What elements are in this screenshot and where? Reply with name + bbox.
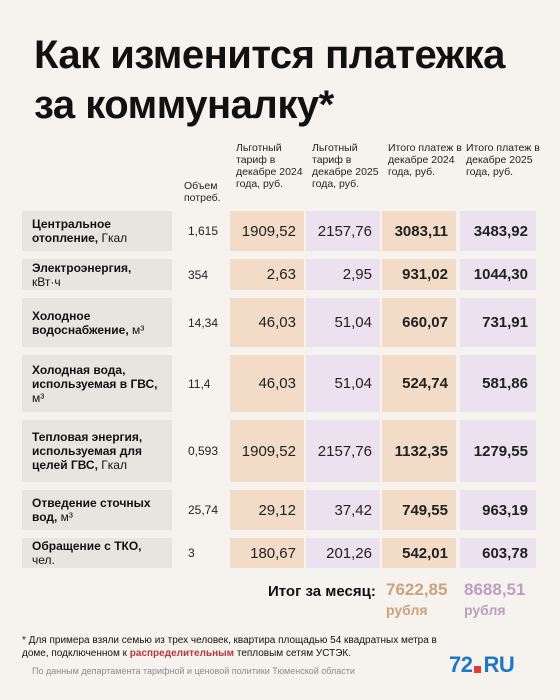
total-2024-unit: рубля bbox=[386, 602, 428, 618]
row-label: Холодная вода, используемая в ГВС, м³ bbox=[22, 355, 172, 412]
cell-p25: 581,86 bbox=[460, 355, 536, 412]
total-label: Итог за месяц: bbox=[268, 583, 376, 600]
footnote-text: * Для примера взяли семью из трех челове… bbox=[22, 635, 437, 659]
row-label-text: Центральное отопление, bbox=[32, 217, 111, 245]
row-unit: Гкал bbox=[98, 231, 128, 245]
row-unit: м³ bbox=[57, 510, 73, 524]
site-logo[interactable]: 72 RU bbox=[449, 652, 515, 678]
cell-p24: 931,02 bbox=[382, 259, 456, 290]
cell-t25: 201,26 bbox=[306, 538, 380, 568]
row-unit: кВт·ч bbox=[32, 274, 61, 289]
row-label-text: Холодная вода, используемая в ГВС, bbox=[32, 362, 158, 391]
row-label: Холодное водоснабжение, м³ bbox=[22, 298, 172, 347]
header-tariff-2025: Льготный тариф в декабре 2025 года, руб. bbox=[312, 142, 379, 190]
row-label: Тепловая энергия, используемая для целей… bbox=[22, 420, 172, 482]
row-label-text: Обращение с ТКО, bbox=[32, 539, 142, 553]
cell-p25: 3483,92 bbox=[460, 211, 536, 251]
cell-t25: 2,95 bbox=[306, 259, 380, 290]
cell-volume: 1,615 bbox=[188, 224, 219, 238]
total-2025-value: 8688,51 bbox=[464, 580, 526, 599]
cell-t24: 180,67 bbox=[230, 538, 304, 568]
cell-volume: 354 bbox=[188, 267, 209, 282]
row-label: Обращение с ТКО, чел. bbox=[22, 538, 172, 568]
logo-number: 72 bbox=[449, 652, 473, 677]
cell-t25: 2157,76 bbox=[306, 211, 380, 251]
cell-p24: 3083,11 bbox=[382, 211, 456, 251]
row-label: Отведение сточных вод, м³ bbox=[22, 490, 172, 530]
cell-p25: 1279,55 bbox=[460, 420, 536, 482]
total-2025-unit: рубля bbox=[464, 602, 506, 618]
cell-volume: 25,74 bbox=[188, 503, 219, 517]
header-total-2024: Итого платеж в декабре 2024 года, руб. bbox=[388, 142, 462, 178]
cell-p24: 1132,35 bbox=[382, 420, 456, 482]
cell-t24: 46,03 bbox=[230, 298, 304, 347]
cell-p25: 963,19 bbox=[460, 490, 536, 530]
cell-p25: 603,78 bbox=[460, 538, 536, 568]
cell-p24: 660,07 bbox=[382, 298, 456, 347]
cell-p25: 1044,30 bbox=[460, 259, 536, 290]
cell-volume: 3 bbox=[188, 546, 195, 560]
cell-p24: 749,55 bbox=[382, 490, 456, 530]
row-label-text: Отведение сточных вод, bbox=[32, 496, 151, 524]
cell-p25: 731,91 bbox=[460, 298, 536, 347]
cell-t24: 46,03 bbox=[230, 355, 304, 412]
page-title: Как изменится платежка за коммуналку* bbox=[34, 33, 505, 127]
row-unit: м³ bbox=[32, 390, 45, 405]
header-total-2025: Итого платеж в декабре 2025 года, руб. bbox=[466, 142, 540, 178]
cell-t25: 51,04 bbox=[306, 298, 380, 347]
cell-t24: 29,12 bbox=[230, 490, 304, 530]
row-unit: м³ bbox=[128, 322, 145, 337]
logo-dot-icon bbox=[474, 665, 482, 673]
row-unit: Гкал bbox=[97, 458, 127, 472]
cell-volume: 11,4 bbox=[188, 376, 211, 391]
row-unit: чел. bbox=[32, 553, 55, 567]
cell-p24: 542,01 bbox=[382, 538, 456, 568]
cell-t24: 1909,52 bbox=[230, 211, 304, 251]
cell-volume: 0,593 bbox=[188, 444, 219, 458]
cell-t24: 2,63 bbox=[230, 259, 304, 290]
total-2024-value: 7622,85 bbox=[386, 580, 448, 599]
logo-ru: RU bbox=[483, 652, 515, 677]
row-label-text: Электроэнергия, bbox=[32, 260, 132, 275]
header-tariff-2024: Льготный тариф в декабре 2024 года, руб. bbox=[236, 142, 303, 190]
footnote-end: тепловым сетям УСТЭК. bbox=[234, 648, 351, 659]
footnote-highlight: распределительным bbox=[129, 648, 235, 659]
cell-t25: 2157,76 bbox=[306, 420, 380, 482]
row-label: Электроэнергия, кВт·ч bbox=[22, 259, 172, 290]
cell-t25: 37,42 bbox=[306, 490, 380, 530]
cell-p24: 524,74 bbox=[382, 355, 456, 412]
cell-t25: 51,04 bbox=[306, 355, 380, 412]
row-label-text: Холодное водоснабжение, bbox=[32, 308, 129, 337]
row-label-text: Тепловая энергия, используемая для целей… bbox=[32, 430, 143, 472]
source-note: По данным департамента тарифной и ценово… bbox=[32, 666, 355, 676]
footnote: * Для примера взяли семью из трех челове… bbox=[22, 634, 442, 660]
cell-t24: 1909,52 bbox=[230, 420, 304, 482]
row-label: Центральное отопление, Гкал bbox=[22, 211, 172, 251]
cell-volume: 14,34 bbox=[188, 315, 219, 330]
header-volume: Объем потреб. bbox=[184, 180, 221, 204]
